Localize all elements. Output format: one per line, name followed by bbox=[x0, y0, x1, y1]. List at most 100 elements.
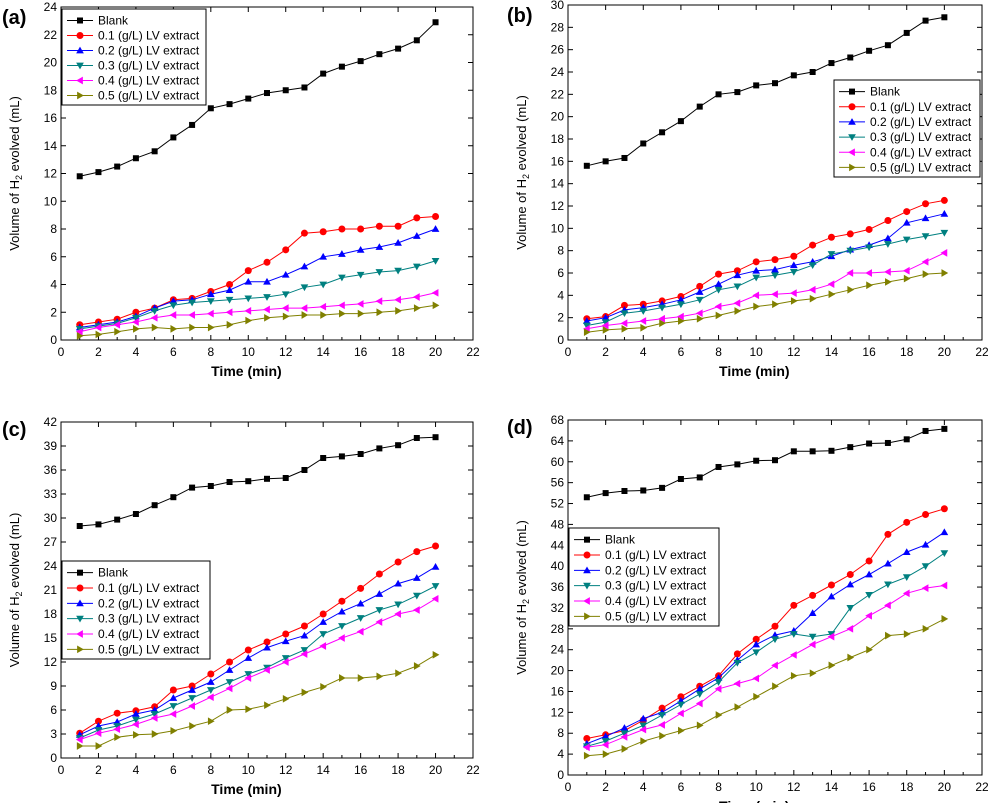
data-point bbox=[866, 440, 873, 447]
data-point bbox=[696, 721, 704, 730]
data-point bbox=[338, 301, 345, 310]
legend-marker bbox=[848, 148, 855, 157]
legend-marker bbox=[849, 163, 856, 172]
x-tick-label: 12 bbox=[787, 780, 801, 794]
legend-box bbox=[61, 560, 211, 660]
data-point bbox=[226, 706, 234, 714]
chart-panel-2: (b)0 2 4 6 8 10 12 14 16 18 20 22024681012141618202… bbox=[507, 0, 988, 379]
data-point bbox=[884, 581, 892, 589]
legend-marker bbox=[77, 91, 84, 100]
data-point bbox=[583, 162, 590, 169]
data-point bbox=[865, 244, 873, 252]
data-point bbox=[601, 313, 610, 321]
data-point bbox=[113, 320, 121, 329]
data-point bbox=[620, 730, 629, 738]
data-point bbox=[263, 305, 270, 314]
data-point bbox=[677, 301, 685, 309]
x-tick-label: 0 bbox=[565, 780, 572, 794]
data-point bbox=[601, 321, 609, 330]
x-tick-label: 20 bbox=[938, 780, 952, 794]
data-point bbox=[639, 308, 648, 315]
data-point bbox=[941, 269, 949, 277]
data-point bbox=[226, 101, 233, 108]
y-tick-label: 6 bbox=[50, 250, 57, 264]
data-point bbox=[395, 669, 402, 678]
data-point bbox=[114, 163, 121, 170]
data-point bbox=[846, 269, 854, 277]
data-point bbox=[319, 252, 328, 260]
data-point bbox=[413, 548, 421, 556]
data-point bbox=[263, 258, 271, 266]
data-point bbox=[734, 89, 741, 96]
series-line-2 bbox=[586, 508, 945, 739]
series-line-1 bbox=[79, 21, 436, 177]
data-point bbox=[132, 318, 139, 326]
y-tick-label: 20 bbox=[551, 110, 565, 124]
data-point bbox=[319, 228, 327, 236]
y-tick-label: 22 bbox=[44, 28, 58, 42]
data-point bbox=[714, 674, 723, 681]
data-point bbox=[922, 200, 930, 208]
panel-label: (a) bbox=[2, 7, 26, 29]
y-tick-label: 8 bbox=[557, 244, 564, 258]
series-line-5 bbox=[586, 585, 945, 748]
data-point bbox=[714, 679, 723, 686]
series-line-6 bbox=[586, 618, 945, 757]
data-point bbox=[846, 571, 854, 579]
data-point bbox=[394, 579, 402, 587]
x-tick-label: 12 bbox=[279, 345, 293, 359]
data-point bbox=[264, 313, 271, 322]
data-point bbox=[846, 247, 855, 255]
data-point bbox=[339, 309, 346, 318]
data-point bbox=[772, 682, 779, 691]
data-point bbox=[206, 309, 214, 318]
data-point bbox=[583, 494, 590, 501]
data-point bbox=[865, 611, 872, 620]
x-tick-label: 10 bbox=[242, 345, 256, 359]
data-point bbox=[940, 505, 948, 513]
data-point bbox=[394, 610, 401, 618]
data-point bbox=[885, 631, 892, 640]
data-point bbox=[281, 658, 289, 666]
y-tick-label: 40 bbox=[551, 559, 565, 573]
data-point bbox=[189, 323, 196, 332]
data-point bbox=[790, 448, 797, 455]
legend-marker bbox=[583, 566, 591, 574]
data-point bbox=[903, 436, 910, 443]
data-point bbox=[282, 630, 290, 638]
data-point bbox=[376, 308, 384, 317]
y-tick-label: 12 bbox=[551, 705, 565, 719]
data-point bbox=[432, 301, 440, 310]
data-point bbox=[413, 662, 421, 670]
data-point bbox=[338, 453, 345, 460]
data-point bbox=[846, 605, 855, 612]
data-point bbox=[375, 269, 384, 276]
data-point bbox=[601, 740, 609, 749]
legend-box bbox=[61, 8, 207, 106]
data-point bbox=[940, 196, 948, 204]
y-tick-label: 20 bbox=[551, 664, 565, 678]
x-tick-label: 22 bbox=[975, 345, 988, 359]
data-point bbox=[95, 169, 102, 176]
data-point bbox=[375, 243, 384, 250]
data-point bbox=[827, 632, 835, 641]
data-point bbox=[94, 727, 103, 734]
data-point bbox=[412, 293, 420, 301]
data-point bbox=[432, 542, 440, 550]
y-tick-label: 18 bbox=[44, 607, 58, 621]
data-point bbox=[658, 304, 666, 312]
data-point bbox=[921, 563, 930, 571]
y-tick-label: 16 bbox=[551, 154, 565, 168]
data-point bbox=[828, 290, 836, 299]
data-point bbox=[809, 241, 817, 249]
data-point bbox=[621, 488, 628, 494]
series-line-1 bbox=[586, 428, 945, 498]
data-point bbox=[75, 735, 83, 744]
y-tick-label: 0 bbox=[50, 751, 57, 765]
data-point bbox=[94, 717, 102, 725]
y-tick-label: 10 bbox=[44, 194, 58, 208]
data-point bbox=[677, 118, 684, 125]
data-point bbox=[413, 304, 421, 312]
x-tick-label: 6 bbox=[170, 763, 177, 777]
data-point bbox=[808, 262, 817, 270]
